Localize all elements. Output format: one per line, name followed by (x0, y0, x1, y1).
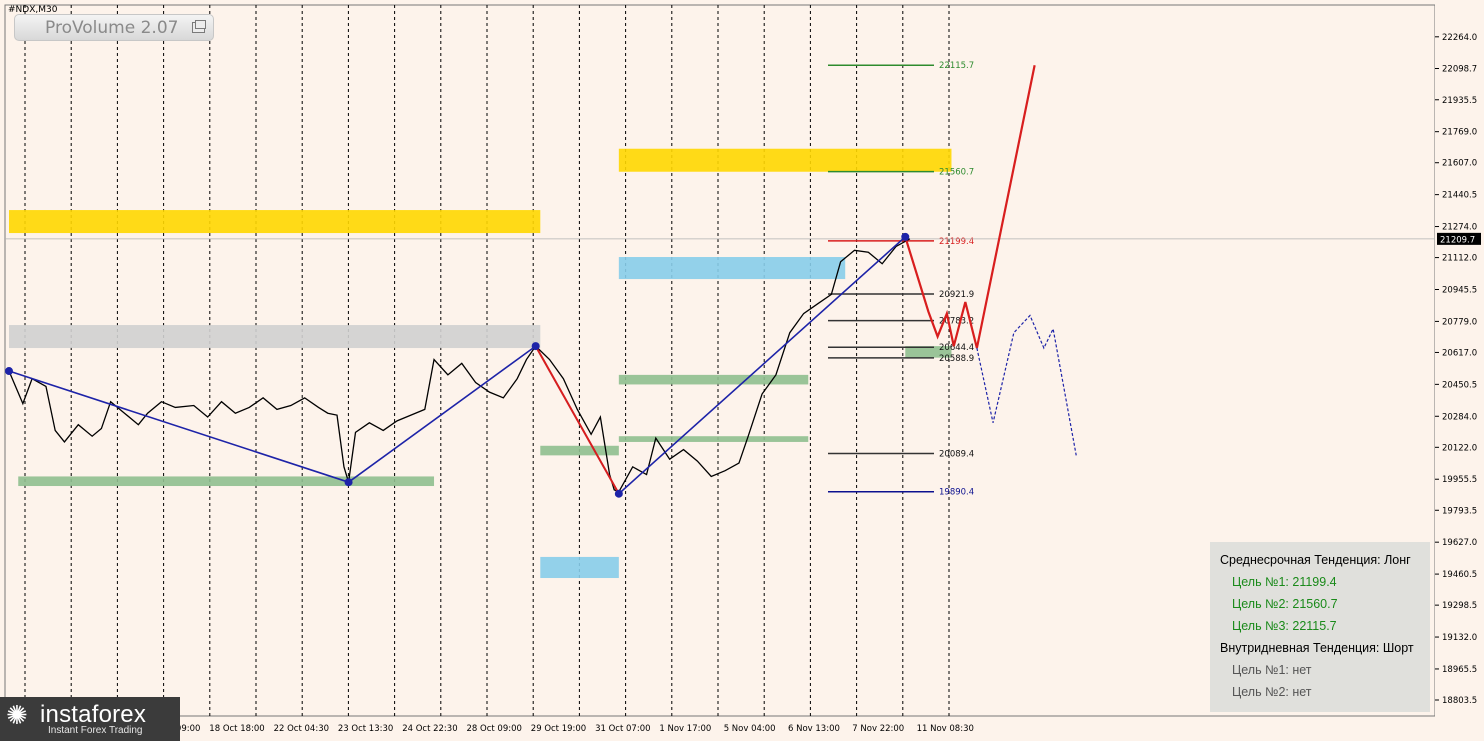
zone-green (18, 476, 435, 487)
brand-footer[interactable]: ✺ instaforex Instant Forex Trading (0, 697, 180, 741)
x-tick-label: 29 Oct 19:00 (531, 724, 586, 734)
x-tick-label: 1 Nov 17:00 (659, 724, 711, 734)
price-series (8, 238, 911, 493)
y-tick-label: 19298.5 (1442, 601, 1477, 611)
indicator-title: ProVolume 2.07 (45, 17, 179, 38)
y-tick-label: 18965.5 (1442, 665, 1477, 675)
pivot-point (344, 478, 353, 487)
zone-blue (618, 257, 846, 280)
zone-yellow (618, 148, 952, 172)
symbol-label: #NDX,M30 (8, 5, 58, 15)
x-tick-label: 22 Oct 04:30 (274, 724, 329, 734)
pivot-point (531, 342, 540, 351)
price-level-label: 20644.4 (939, 343, 974, 353)
zone-green (618, 436, 809, 442)
y-tick-label: 21274.0 (1442, 223, 1477, 233)
trend-info-panel: Среднесрочная Тенденция: Лонг Цель №1: 2… (1210, 542, 1430, 712)
y-tick-label: 20945.5 (1442, 285, 1477, 295)
y-tick-label: 22264.0 (1442, 33, 1477, 43)
y-tick-label: 20284.0 (1442, 412, 1477, 422)
price-level-label: 20921.9 (939, 290, 974, 300)
current-price-tag (1437, 232, 1481, 245)
price-level-label: 20588.9 (939, 354, 974, 364)
zone-yellow (9, 210, 541, 234)
pivot-point (5, 367, 13, 376)
x-tick-label: 23 Oct 13:30 (338, 724, 393, 734)
price-level-label: 21199.4 (939, 237, 974, 247)
y-tick-label: 19132.0 (1442, 633, 1477, 643)
pivot-point (901, 232, 910, 241)
current-price-value: 21209.7 (1440, 235, 1475, 245)
zone-gray (9, 325, 541, 349)
x-tick-label: 28 Oct 09:00 (467, 724, 522, 734)
restore-window-icon[interactable] (192, 20, 206, 33)
gear-logo-icon: ✺ (6, 701, 28, 731)
y-tick-label: 21112.0 (1442, 254, 1477, 264)
y-tick-label: 20450.5 (1442, 380, 1477, 390)
price-level-label: 22115.7 (939, 61, 974, 71)
zone-green (905, 346, 952, 358)
y-tick-label: 21607.0 (1442, 159, 1477, 169)
y-tick-label: 20617.0 (1442, 348, 1477, 358)
indicator-panel[interactable]: ProVolume 2.07 (14, 14, 214, 41)
zone-blue (540, 556, 619, 579)
y-axis-area (1435, 0, 1484, 741)
brand-tagline: Instant Forex Trading (48, 725, 143, 736)
price-level-label: 20783.2 (939, 317, 974, 327)
mt-target-1: Цель №1: 21199.4 (1232, 575, 1337, 589)
y-tick-label: 21769.0 (1442, 128, 1477, 138)
y-tick-label: 19955.5 (1442, 475, 1477, 485)
y-tick-label: 19793.5 (1442, 506, 1477, 516)
brand-name: instaforex (40, 701, 147, 728)
medium-term-trend: Среднесрочная Тенденция: Лонг (1220, 553, 1411, 567)
x-tick-label: 24 Oct 22:30 (402, 724, 457, 734)
x-tick-label: 18 Oct 18:00 (209, 724, 264, 734)
zone-green (540, 445, 619, 456)
y-tick-label: 20122.0 (1442, 443, 1477, 453)
price-level-label: 19890.4 (939, 488, 974, 498)
x-tick-label: 7 Nov 22:00 (852, 724, 904, 734)
forecast-red (904, 65, 1036, 349)
price-level-label: 20089.4 (939, 450, 974, 460)
id-target-2: Цель №2: нет (1232, 685, 1312, 699)
x-tick-label: 5 Nov 04:00 (724, 724, 776, 734)
y-tick-label: 18803.5 (1442, 696, 1477, 706)
id-target-1: Цель №1: нет (1232, 663, 1312, 677)
intraday-trend: Внутридневная Тенденция: Шорт (1220, 641, 1414, 655)
x-tick-label: 6 Nov 13:00 (788, 724, 840, 734)
mt-target-2: Цель №2: 21560.7 (1232, 597, 1338, 611)
pivot-point (614, 489, 623, 498)
forecast-blue (976, 314, 1077, 456)
mt-target-3: Цель №3: 22115.7 (1232, 619, 1337, 633)
x-tick-label: 31 Oct 07:00 (595, 724, 650, 734)
y-tick-label: 19627.0 (1442, 538, 1477, 548)
y-tick-label: 22098.7 (1442, 64, 1477, 74)
y-tick-label: 19460.5 (1442, 570, 1477, 580)
x-tick-label: 11 Nov 08:30 (917, 724, 974, 734)
y-tick-label: 20779.0 (1442, 317, 1477, 327)
y-tick-label: 21440.5 (1442, 191, 1477, 201)
price-level-label: 21560.7 (939, 168, 974, 178)
zone-green (618, 374, 809, 385)
trend-line-red (534, 345, 620, 495)
y-tick-label: 21935.5 (1442, 96, 1477, 106)
